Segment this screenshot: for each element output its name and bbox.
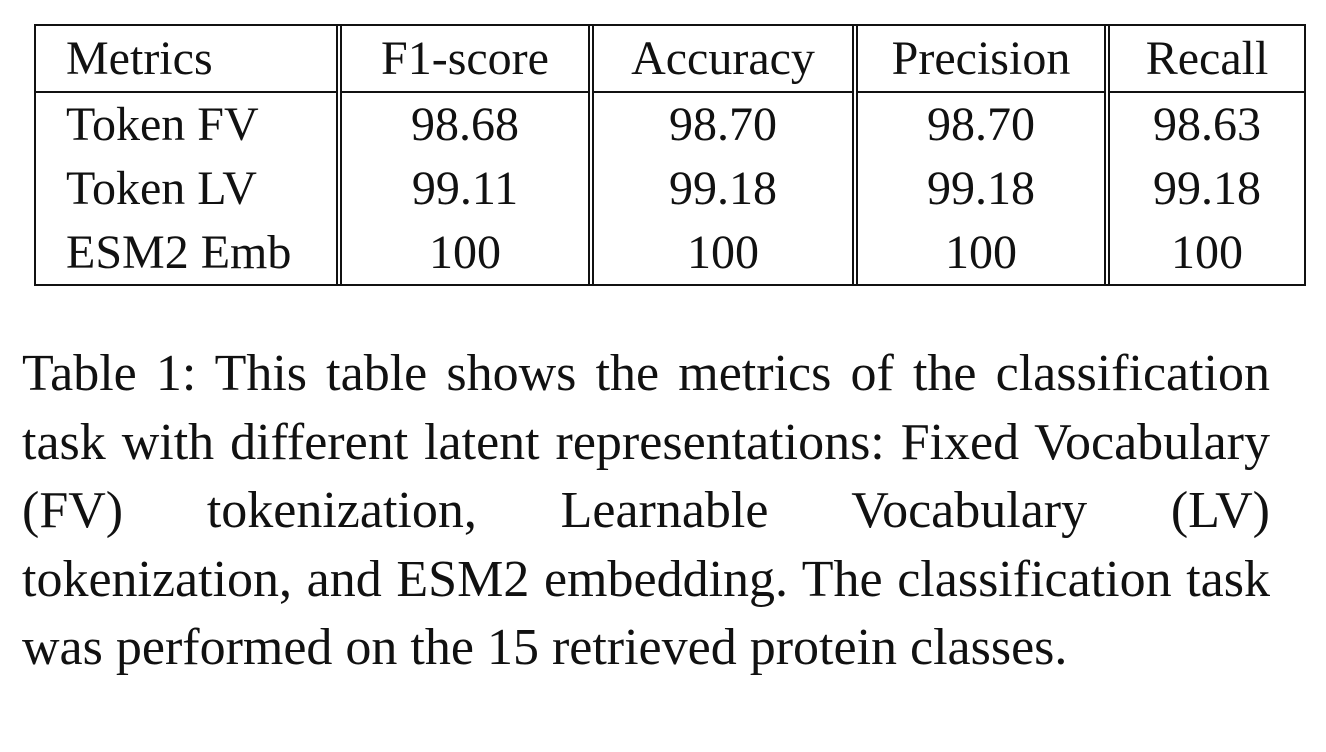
- cell-recall: 98.63: [1104, 92, 1304, 157]
- header-precision: Precision: [852, 26, 1107, 93]
- cell-recall: 100: [1104, 221, 1304, 286]
- cell-f1-score: 99.11: [336, 156, 591, 222]
- table-row: Token FV 98.68 98.70 98.70 98.63: [36, 92, 1304, 157]
- table-row: ESM2 Emb 100 100 100 100: [36, 221, 1304, 286]
- cell-precision: 100: [852, 221, 1107, 286]
- table-header-row: Metrics F1-score Accuracy Precision Reca…: [36, 26, 1304, 93]
- cell-accuracy: 99.18: [588, 156, 855, 222]
- metrics-table: Metrics F1-score Accuracy Precision Reca…: [36, 26, 1304, 286]
- cell-f1-score: 98.68: [336, 92, 591, 157]
- header-f1-score: F1-score: [336, 26, 591, 93]
- table-row: Token LV 99.11 99.18 99.18 99.18: [36, 156, 1304, 222]
- table-caption: Table 1: This table shows the metrics of…: [22, 345, 1270, 676]
- cell-recall: 99.18: [1104, 156, 1304, 222]
- results-table: Metrics F1-score Accuracy Precision Reca…: [34, 24, 1306, 286]
- cell-precision: 99.18: [852, 156, 1107, 222]
- row-label-esm2-emb: ESM2 Emb: [66, 226, 292, 280]
- header-recall: Recall: [1104, 26, 1304, 93]
- header-accuracy: Accuracy: [588, 26, 855, 93]
- cell-precision: 98.70: [852, 92, 1107, 157]
- cell-accuracy: 100: [588, 221, 855, 286]
- row-label-token-fv: Token FV: [66, 97, 259, 151]
- cell-f1-score: 100: [336, 221, 591, 286]
- row-label-token-lv: Token LV: [66, 161, 257, 215]
- header-metrics: Metrics: [36, 26, 339, 93]
- cell-accuracy: 98.70: [588, 92, 855, 157]
